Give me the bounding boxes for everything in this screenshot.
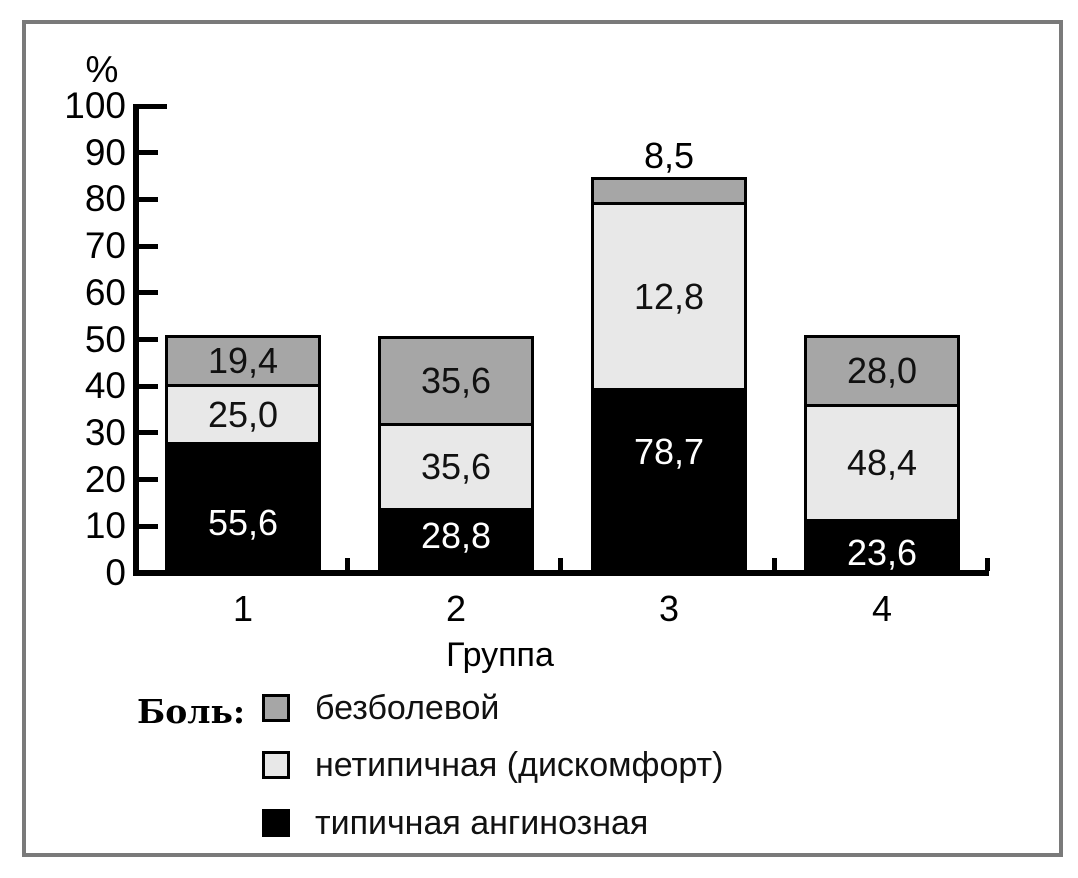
y-tick-label: 0 — [105, 552, 126, 593]
y-tick-label: 30 — [84, 411, 126, 453]
legend-item-label: безболевой — [315, 689, 500, 727]
bar-segment-label: 28,0 — [846, 350, 918, 391]
stacked-bar-group-2: 35,6 35,6 28,8 — [378, 336, 534, 573]
y-tick-label: 70 — [84, 225, 126, 267]
stacked-bar-group-3: 12,8 78,7 — [591, 177, 747, 573]
y-tick-label: 20 — [84, 458, 126, 500]
y-axis-tick — [133, 337, 158, 342]
bar-segment-label: 55,6 — [207, 501, 279, 543]
legend-item: нетипичная (дискомфорт) — [262, 746, 723, 784]
bar-segment-безболевой — [594, 180, 744, 202]
legend-item-label: типичная ангинозная — [315, 804, 649, 842]
x-category-label: 2 — [445, 588, 467, 629]
stacked-bar-group-4: 28,0 48,4 23,6 — [804, 335, 960, 573]
x-axis-baseline — [133, 570, 989, 576]
bar-segment-типичная ангинозная: 23,6 — [807, 519, 957, 573]
x-axis-title: Группа — [446, 636, 554, 674]
bar-segment-label: 78,7 — [633, 430, 705, 472]
y-axis-tick — [133, 383, 158, 389]
y-axis-tick — [133, 243, 158, 249]
y-axis-tick — [133, 196, 158, 202]
legend-title: Боль: — [137, 692, 246, 731]
x-category-label: 4 — [871, 588, 893, 629]
bar-segment-label: 48,4 — [846, 442, 918, 483]
bar-outside-label: 8,5 — [643, 135, 695, 176]
bar-segment-безболевой: 19,4 — [168, 338, 318, 384]
bar-segment-label: 35,6 — [420, 360, 492, 401]
y-axis-tick — [133, 103, 167, 109]
y-axis-tick — [133, 430, 158, 436]
bar-segment-безболевой: 35,6 — [381, 339, 531, 423]
legend-swatch-tipichnaya-icon — [262, 809, 290, 837]
legend-item: типичная ангинозная — [262, 804, 648, 842]
bar-segment-безболевой: 28,0 — [807, 338, 957, 404]
bar-segment-label: 23,6 — [846, 532, 918, 573]
bar-segment-нетипичная (дискомфорт): 48,4 — [807, 404, 957, 519]
x-boundary-tick — [558, 558, 564, 571]
y-tick-label: 100 — [64, 85, 126, 126]
bar-segment-label: 19,4 — [207, 340, 279, 381]
bar-segment-типичная ангинозная: 55,6 — [168, 442, 318, 570]
bar-segment-label: 12,8 — [633, 275, 705, 317]
y-axis-tick — [133, 290, 158, 296]
legend-item: безболевой — [262, 689, 499, 727]
bar-segment-типичная ангинозная: 28,8 — [381, 508, 531, 570]
y-tick-label: 90 — [84, 131, 126, 173]
bar-segment-label: 25,0 — [207, 393, 279, 435]
x-category-label: 3 — [658, 588, 680, 629]
legend-swatch-bezbolevoy-icon — [262, 694, 290, 722]
x-boundary-tick — [771, 558, 777, 571]
y-axis-tick — [133, 150, 158, 156]
legend-item-label: нетипичная (дискомфорт) — [315, 746, 724, 784]
y-axis-unit-label: % — [85, 49, 119, 90]
bar-segment-label: 35,6 — [420, 446, 492, 487]
y-tick-label: 50 — [84, 318, 126, 360]
y-tick-label: 60 — [84, 271, 126, 313]
x-boundary-tick — [345, 558, 351, 571]
bar-segment-нетипичная (дискомфорт): 35,6 — [381, 423, 531, 508]
legend-swatch-netipichnaya-icon — [262, 751, 290, 779]
y-tick-label: 80 — [84, 178, 126, 220]
y-axis-tick — [133, 523, 158, 529]
y-tick-label: 10 — [84, 505, 126, 547]
x-category-label: 1 — [232, 588, 254, 629]
x-boundary-tick — [984, 558, 990, 571]
y-tick-label: 40 — [84, 365, 126, 407]
bar-segment-label: 28,8 — [420, 514, 492, 556]
bar-segment-нетипичная (дискомфорт): 12,8 — [594, 202, 744, 388]
stacked-bar-group-1: 19,4 25,0 55,6 — [165, 335, 321, 573]
bar-segment-типичная ангинозная: 78,7 — [594, 388, 744, 570]
bar-segment-нетипичная (дискомфорт): 25,0 — [168, 384, 318, 442]
y-axis-tick — [133, 477, 158, 483]
